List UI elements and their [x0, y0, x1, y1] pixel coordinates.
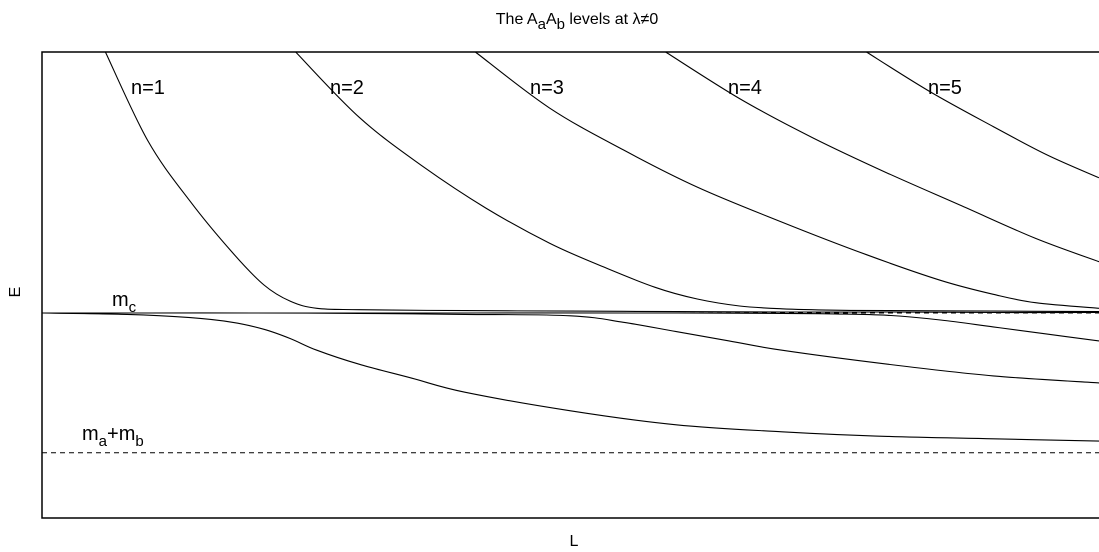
reference-lines	[42, 312, 1099, 454]
series-line-2	[295, 51, 1099, 313]
series-line-6	[41, 312, 1099, 442]
series-line-8	[42, 312, 1099, 342]
series-group	[41, 51, 1099, 442]
series-line-7	[42, 312, 1099, 384]
ref-label-mamb: ma+mb	[82, 423, 144, 450]
series-line-4	[665, 51, 1099, 263]
series-line-1	[104, 51, 1099, 314]
chart-title: The AaAb levels at λ≠0	[496, 11, 659, 33]
series-line-5	[866, 51, 1099, 179]
series-line-3	[475, 51, 1099, 309]
level-label-n1: n=1	[131, 77, 165, 99]
level-label-n4: n=4	[728, 77, 762, 99]
ref-label-mc: mc	[112, 289, 137, 316]
level-label-n5: n=5	[928, 77, 962, 99]
level-label-n2: n=2	[330, 77, 364, 99]
x-axis-label: L	[570, 533, 579, 550]
y-axis-label: E	[7, 287, 24, 298]
level-label-n3: n=3	[530, 77, 564, 99]
plot-frame	[41, 51, 1099, 519]
